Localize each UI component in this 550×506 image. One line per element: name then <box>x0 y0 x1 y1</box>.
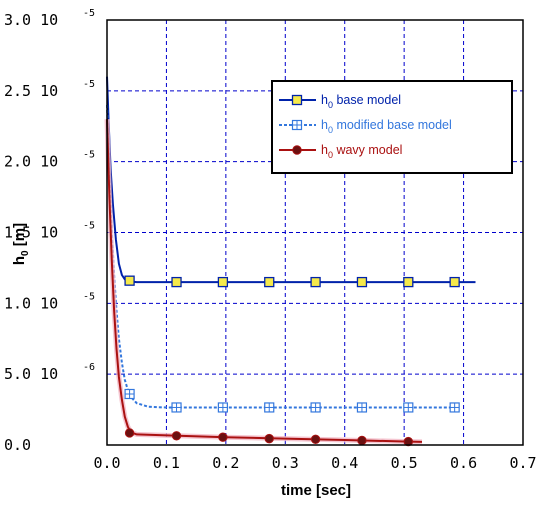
legend-marker <box>292 145 302 155</box>
series-marker <box>264 276 275 288</box>
series-marker <box>217 402 228 413</box>
y-tick-exponent: -5 <box>83 8 95 19</box>
y-tick-label: 5.0 10 <box>4 365 58 383</box>
series-layer <box>104 76 476 447</box>
y-axis-title: h0 [m] <box>11 223 31 265</box>
y-tick-exponent: -5 <box>83 79 95 90</box>
y-axis-title-sub: 0 <box>20 250 31 256</box>
legend-entry: h0 wavy model <box>279 143 402 160</box>
x-tick-label: 0.3 <box>272 454 299 472</box>
y-axis-title-main: h <box>11 256 28 265</box>
y-tick-exponent: -5 <box>83 291 95 302</box>
legend-entry: h0 modified base model <box>279 118 452 135</box>
y-tick-label: 1.0 10 <box>4 294 58 312</box>
y-tick-label: 1.5 10 <box>4 224 58 242</box>
legend-marker <box>291 94 303 106</box>
legend-label: h0 base model <box>321 93 401 110</box>
legend-box <box>271 80 513 174</box>
series-marker <box>124 388 135 400</box>
series-marker <box>124 428 135 438</box>
series-line <box>106 104 458 409</box>
y-tick-label: 3.0 10 <box>4 11 58 29</box>
series-marker <box>124 275 135 286</box>
series-marker <box>264 433 274 444</box>
y-tick-exponent: -5 <box>83 150 95 161</box>
x-axis-title: time [sec] <box>281 482 351 499</box>
series-modified-base-model <box>106 104 460 413</box>
legend-entry: h0 base model <box>279 93 401 110</box>
series-marker <box>403 436 414 447</box>
series-marker <box>310 276 321 288</box>
x-tick-label: 0.6 <box>450 454 477 472</box>
y-tick-exponent: -5 <box>83 221 95 232</box>
series-marker <box>449 276 460 288</box>
series-line <box>106 119 423 443</box>
y-axis-title-unit: [m] <box>11 223 28 246</box>
svg-text:h0 [m]: h0 [m] <box>11 223 31 265</box>
legend: h0 base model h0 modified base model h0 wa… <box>271 80 513 174</box>
y-tick-label: 0.0 <box>4 436 31 454</box>
series-marker <box>264 402 275 413</box>
series-marker <box>310 402 321 413</box>
y-tick-exponent: -6 <box>83 362 95 373</box>
series-marker <box>357 435 367 446</box>
series-marker <box>217 276 229 288</box>
y-tick-label: 2.5 10 <box>4 82 58 100</box>
x-tick-label: 0.7 <box>509 454 536 472</box>
y-tick-label: 2.0 10 <box>4 153 58 171</box>
series-marker <box>449 402 460 413</box>
series-marker <box>356 402 368 413</box>
series-marker <box>171 402 182 413</box>
plot-frame <box>106 19 524 446</box>
series-marker <box>403 402 414 413</box>
legend-marker <box>291 119 303 131</box>
series-marker <box>218 432 228 442</box>
series-marker <box>171 276 182 288</box>
legend-label: h0 wavy model <box>321 143 402 160</box>
series-marker <box>356 276 368 288</box>
x-tick-label: 0.4 <box>331 454 358 472</box>
x-tick-label: 0.0 <box>93 454 120 472</box>
series-wavy-model <box>104 119 423 447</box>
tick-labels: 0.0 0.1 0.2 0.3 0.4 0.5 0.6 0.7 0.0 5.0 10 -6 1.0 1… <box>4 8 537 472</box>
series-marker <box>310 434 321 445</box>
series-marker <box>403 276 414 288</box>
series-marker <box>171 431 182 441</box>
legend-label: h0 modified base model <box>321 118 452 135</box>
x-tick-label: 0.5 <box>391 454 418 472</box>
x-tick-label: 0.1 <box>153 454 180 472</box>
x-tick-label: 0.2 <box>212 454 239 472</box>
